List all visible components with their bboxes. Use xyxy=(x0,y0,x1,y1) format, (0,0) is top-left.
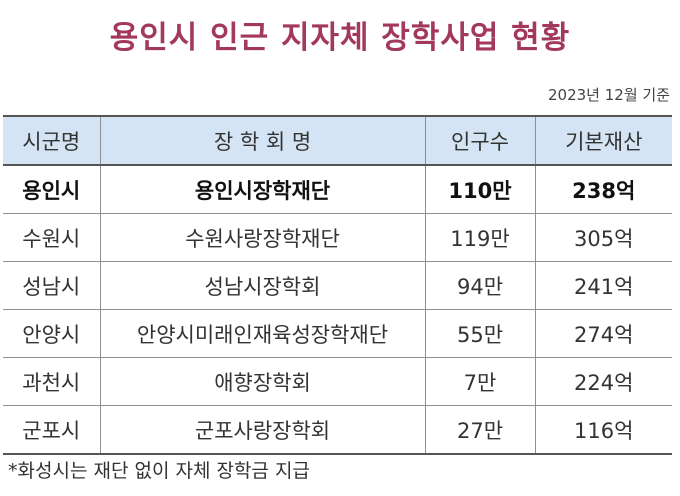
cell-city: 군포시 xyxy=(3,405,100,455)
cell-city: 수원시 xyxy=(3,213,100,262)
table-row: 안양시 안양시미래인재육성장학재단 55만 274억 xyxy=(3,309,672,358)
cell-foundation-name: 안양시미래인재육성장학재단 xyxy=(99,309,425,358)
cell-city: 용인시 xyxy=(3,165,100,214)
table-row: 수원시 수원사랑장학재단 119만 305억 xyxy=(3,213,672,262)
cell-city: 과천시 xyxy=(3,357,100,406)
cell-population: 94만 xyxy=(424,261,535,310)
table-row: 성남시 성남시장학회 94만 241억 xyxy=(3,261,672,310)
cell-population: 110만 xyxy=(424,165,535,214)
cell-foundation-name: 애향장학회 xyxy=(99,357,425,406)
cell-foundation-name: 수원사랑장학재단 xyxy=(99,213,425,262)
cell-population: 27만 xyxy=(424,405,535,455)
header-endowment: 기본재산 xyxy=(534,115,672,166)
table-row: 용인시 용인시장학재단 110만 238억 xyxy=(3,165,672,214)
date-note: 2023년 12월 기준 xyxy=(548,86,670,104)
cell-population: 119만 xyxy=(424,213,535,262)
table-body: 용인시 용인시장학재단 110만 238억 수원시 수원사랑장학재단 119만 … xyxy=(3,165,672,455)
scholarship-table: 시군명 장 학 회 명 인구수 기본재산 용인시 용인시장학재단 110만 23… xyxy=(3,115,672,455)
cell-foundation-name: 용인시장학재단 xyxy=(99,165,425,214)
cell-endowment: 116억 xyxy=(534,405,672,455)
cell-population: 55만 xyxy=(424,309,535,358)
cell-endowment: 238억 xyxy=(534,165,672,214)
header-population: 인구수 xyxy=(424,115,535,166)
cell-foundation-name: 군포사랑장학회 xyxy=(99,405,425,455)
footnote: *화성시는 재단 없이 자체 장학금 지급 xyxy=(8,460,310,482)
cell-endowment: 305억 xyxy=(534,213,672,262)
cell-endowment: 224억 xyxy=(534,357,672,406)
header-city: 시군명 xyxy=(3,115,100,166)
cell-endowment: 274억 xyxy=(534,309,672,358)
table-row: 군포시 군포사랑장학회 27만 116억 xyxy=(3,405,672,455)
cell-foundation-name: 성남시장학회 xyxy=(99,261,425,310)
header-foundation-name: 장 학 회 명 xyxy=(99,115,425,166)
cell-city: 안양시 xyxy=(3,309,100,358)
cell-city: 성남시 xyxy=(3,261,100,310)
table-header: 시군명 장 학 회 명 인구수 기본재산 xyxy=(3,115,672,166)
page-title: 용인시 인근 지자체 장학사업 현황 xyxy=(109,20,571,56)
cell-population: 7만 xyxy=(424,357,535,406)
header-row: 시군명 장 학 회 명 인구수 기본재산 xyxy=(3,115,672,166)
cell-endowment: 241억 xyxy=(534,261,672,310)
table-row: 과천시 애향장학회 7만 224억 xyxy=(3,357,672,406)
